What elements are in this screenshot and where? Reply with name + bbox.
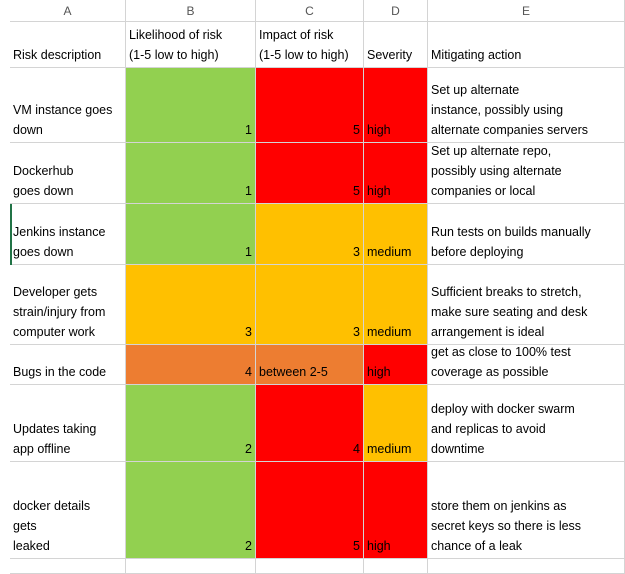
selection-indicator [10, 204, 12, 265]
mitigation-text: store them on jenkins as secret keys so … [431, 499, 582, 553]
impact-cell[interactable]: 5 [256, 143, 364, 204]
mitigation-cell[interactable]: get as close to 100% test coverage as po… [428, 345, 625, 385]
risk-cell[interactable]: VM instance goes down [10, 68, 126, 143]
risk-text: Jenkins instance goes down [13, 225, 106, 259]
header-impact: Impact of risk (1-5 low to high) [259, 28, 349, 62]
empty-cell[interactable] [364, 559, 428, 574]
risk-cell[interactable]: Developer gets strain/injury from comput… [10, 265, 126, 345]
mitigation-text: get as close to 100% test coverage as po… [431, 345, 571, 379]
severity-value: medium [367, 442, 412, 456]
header-likelihood-cell[interactable]: Likelihood of risk (1-5 low to high) [126, 22, 256, 68]
severity-cell[interactable]: high [364, 143, 428, 204]
risk-cell[interactable]: docker details gets leaked [10, 462, 126, 559]
impact-cell[interactable]: 3 [256, 265, 364, 345]
risk-text: Updates taking app offline [13, 422, 97, 456]
mitigation-cell[interactable]: Set up alternate repo, possibly using al… [428, 143, 625, 204]
header-severity: Severity [367, 48, 413, 62]
severity-cell[interactable]: medium [364, 265, 428, 345]
likelihood-value: 2 [245, 442, 252, 456]
column-header-e[interactable]: E [428, 0, 625, 22]
impact-cell[interactable]: between 2-5 [256, 345, 364, 385]
risk-cell[interactable]: Updates taking app offline [10, 385, 126, 462]
likelihood-cell[interactable]: 2 [126, 462, 256, 559]
likelihood-cell[interactable]: 4 [126, 345, 256, 385]
mitigation-text: Sufficient breaks to stretch, make sure … [431, 285, 588, 339]
likelihood-cell[interactable]: 1 [126, 68, 256, 143]
column-header-a[interactable]: A [10, 0, 126, 22]
likelihood-cell[interactable]: 1 [126, 143, 256, 204]
impact-value: 3 [353, 325, 360, 339]
column-header-d[interactable]: D [364, 0, 428, 22]
header-risk-cell[interactable]: Risk description [10, 22, 126, 68]
risk-text: docker details gets leaked [13, 499, 91, 553]
impact-value: 5 [353, 539, 360, 553]
impact-cell[interactable]: 5 [256, 68, 364, 143]
mitigation-cell[interactable]: store them on jenkins as secret keys so … [428, 462, 625, 559]
severity-cell[interactable]: high [364, 462, 428, 559]
severity-cell[interactable]: high [364, 68, 428, 143]
column-header-b[interactable]: B [126, 0, 256, 22]
column-header-c[interactable]: C [256, 0, 364, 22]
impact-value: 5 [353, 184, 360, 198]
mitigation-cell[interactable]: Sufficient breaks to stretch, make sure … [428, 265, 625, 345]
empty-cell[interactable] [256, 559, 364, 574]
impact-cell[interactable]: 4 [256, 385, 364, 462]
likelihood-value: 2 [245, 539, 252, 553]
empty-cell[interactable] [10, 559, 126, 574]
likelihood-value: 1 [245, 184, 252, 198]
risk-text: Developer gets strain/injury from comput… [13, 285, 106, 339]
risk-cell[interactable]: Dockerhub goes down [10, 143, 126, 204]
mitigation-cell[interactable]: Set up alternate instance, possibly usin… [428, 68, 625, 143]
impact-value: 4 [353, 442, 360, 456]
impact-cell[interactable]: 3 [256, 204, 364, 265]
mitigation-cell[interactable]: deploy with docker swarm and replicas to… [428, 385, 625, 462]
likelihood-value: 3 [245, 325, 252, 339]
likelihood-cell[interactable]: 3 [126, 265, 256, 345]
severity-value: high [367, 365, 391, 379]
header-likelihood: Likelihood of risk (1-5 low to high) [129, 28, 223, 62]
header-mitigation: Mitigating action [431, 48, 522, 62]
risk-text: Dockerhub goes down [13, 164, 74, 198]
mitigation-text: deploy with docker swarm and replicas to… [431, 402, 575, 456]
severity-cell[interactable]: medium [364, 385, 428, 462]
severity-value: high [367, 539, 391, 553]
likelihood-value: 4 [245, 365, 252, 379]
impact-cell[interactable]: 5 [256, 462, 364, 559]
mitigation-cell[interactable]: Run tests on builds manually before depl… [428, 204, 625, 265]
header-impact-cell[interactable]: Impact of risk (1-5 low to high) [256, 22, 364, 68]
mitigation-text: Set up alternate instance, possibly usin… [431, 83, 589, 137]
likelihood-value: 1 [245, 123, 252, 137]
likelihood-cell[interactable]: 1 [126, 204, 256, 265]
impact-value: 3 [353, 245, 360, 259]
mitigation-text: Run tests on builds manually before depl… [431, 225, 591, 259]
empty-cell[interactable] [126, 559, 256, 574]
likelihood-cell[interactable]: 2 [126, 385, 256, 462]
header-mitigation-cell[interactable]: Mitigating action [428, 22, 625, 68]
risk-text: VM instance goes down [13, 103, 113, 137]
severity-cell[interactable]: high [364, 345, 428, 385]
mitigation-text: Set up alternate repo, possibly using al… [431, 144, 562, 198]
risk-text: Bugs in the code [13, 365, 107, 379]
severity-value: high [367, 184, 391, 198]
risk-cell[interactable]: Jenkins instance goes down [10, 204, 126, 265]
severity-cell[interactable]: medium [364, 204, 428, 265]
impact-value: between 2-5 [259, 365, 328, 379]
empty-cell[interactable] [428, 559, 625, 574]
severity-value: medium [367, 325, 412, 339]
impact-value: 5 [353, 123, 360, 137]
header-risk: Risk description [13, 48, 102, 62]
severity-value: medium [367, 245, 412, 259]
severity-value: high [367, 123, 391, 137]
risk-cell[interactable]: Bugs in the code [10, 345, 126, 385]
likelihood-value: 1 [245, 245, 252, 259]
header-severity-cell[interactable]: Severity [364, 22, 428, 68]
